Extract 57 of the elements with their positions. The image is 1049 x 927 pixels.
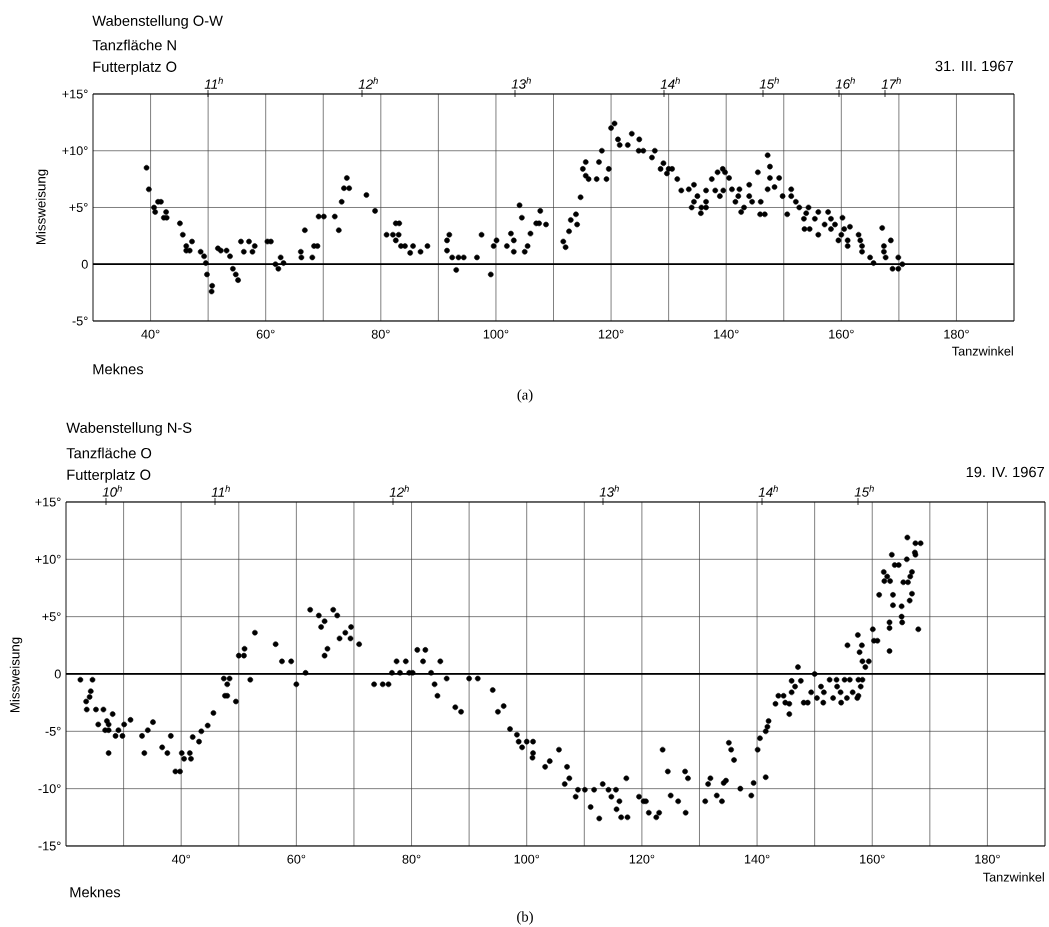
x-tick-label: 100° <box>483 329 509 339</box>
text: 15$^{h}$ <box>854 484 874 497</box>
y-axis-title: Missweisung <box>9 637 23 713</box>
text: 13$^{h}$ <box>599 484 619 497</box>
y-tick-label: 0 <box>54 669 61 679</box>
text: 14$^{h}$ <box>660 77 680 89</box>
x-tick-label: 60° <box>287 854 306 864</box>
text: 11$^{h}$ <box>211 485 230 497</box>
x-tick-label: 140° <box>744 854 770 864</box>
text: Meknes <box>93 363 144 375</box>
text: 19. IV. 1967 <box>966 466 1044 478</box>
x-tick-label: 80° <box>402 854 421 864</box>
y-tick-label: 0 <box>81 259 88 269</box>
y-tick-label: -5° <box>45 726 61 736</box>
x-tick-label: 160° <box>860 854 885 864</box>
x-axis-title: Tanzwinkel <box>952 346 1013 356</box>
text: 16$^{h}$ <box>835 76 855 89</box>
y-tick-label: -10° <box>38 784 61 794</box>
text: 17$^{h}$ <box>881 77 901 89</box>
y-tick-label: +15° <box>62 89 88 99</box>
text: (a) <box>517 389 533 403</box>
y-tick-label: +10° <box>62 146 88 156</box>
x-tick-label: 160° <box>829 329 854 339</box>
x-axis-title: Tanzwinkel <box>983 872 1044 882</box>
text: Tanzfläche N <box>92 39 176 51</box>
x-tick-label: 120° <box>629 854 655 864</box>
x-tick-label: 180° <box>944 329 969 339</box>
x-tick-label: 60° <box>256 329 275 339</box>
text: Tanzfläche O <box>66 447 152 459</box>
text: Meknes <box>70 886 121 898</box>
y-tick-label: -15° <box>38 841 61 851</box>
text: 14$^{h}$ <box>758 485 778 497</box>
text: 12$^{h}$ <box>358 77 378 89</box>
text: Futterplatz O <box>93 61 177 75</box>
y-tick-label: -5° <box>72 316 88 326</box>
y-tick-label: +10° <box>35 554 61 564</box>
y-axis-title: Missweisung <box>35 169 49 245</box>
text: 13$^{h}$ <box>511 76 531 89</box>
x-tick-label: 180° <box>975 854 1000 864</box>
text: 11$^{h}$ <box>204 77 223 89</box>
text: 10$^{h}$ <box>102 484 122 497</box>
text: 31. III. 1967 <box>935 60 1013 72</box>
y-tick-label: +5° <box>42 612 61 622</box>
text: Futterplatz O <box>67 469 151 483</box>
y-tick-label: +5° <box>69 203 88 212</box>
x-tick-label: 140° <box>714 329 739 339</box>
x-tick-label: 120° <box>598 329 624 339</box>
chart-title: Wabenstellung O-W <box>92 15 223 29</box>
chart-title: Wabenstellung N-S <box>66 422 192 436</box>
text: 12$^{h}$ <box>389 485 409 497</box>
x-tick-label: 40° <box>171 854 190 864</box>
text: 15$^{h}$ <box>759 76 779 89</box>
x-tick-label: 80° <box>371 329 390 339</box>
y-tick-label: +15° <box>35 497 61 507</box>
text: (b) <box>517 911 533 925</box>
x-tick-label: 100° <box>514 854 540 864</box>
x-tick-label: 40° <box>141 329 160 339</box>
